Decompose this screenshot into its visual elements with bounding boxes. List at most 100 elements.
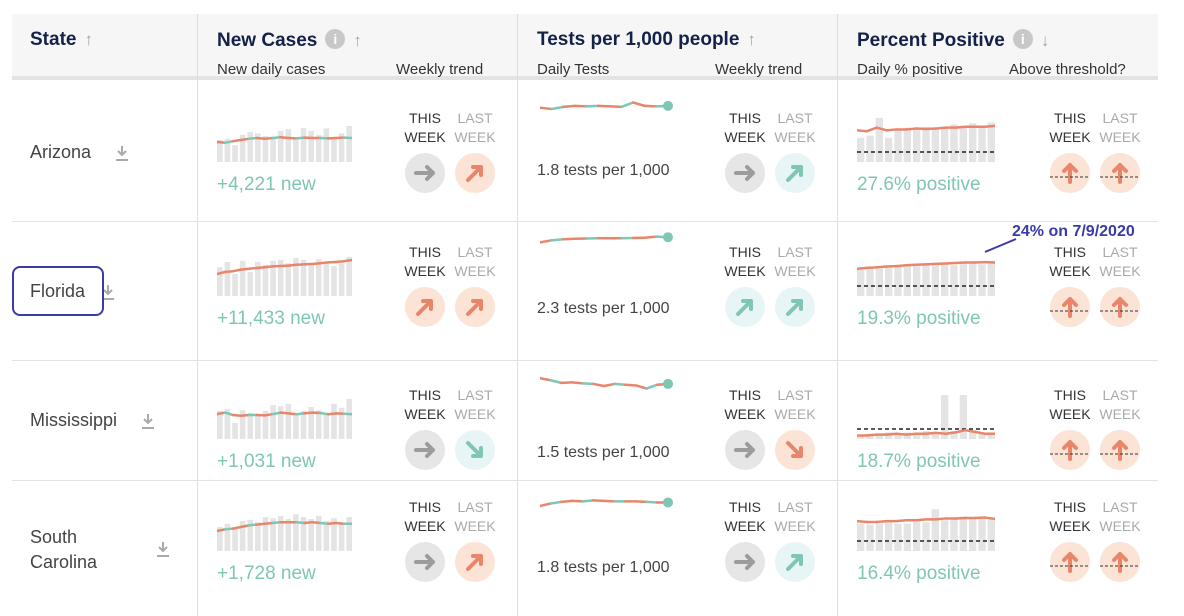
trend-segment (865, 433, 878, 437)
bar (913, 266, 921, 296)
header-positive-title[interactable]: Percent Positive i ↓ (857, 29, 1050, 51)
bar (300, 517, 307, 551)
bar (255, 522, 261, 551)
bar (232, 274, 238, 296)
sort-down-icon[interactable]: ↓ (1040, 31, 1050, 50)
trend-segment (875, 126, 888, 132)
bar (903, 127, 911, 162)
trend-segment (585, 104, 600, 108)
bar (331, 266, 337, 296)
trend-segment (255, 522, 266, 526)
trend-segment (592, 382, 606, 388)
trend-segment (562, 237, 577, 241)
info-icon[interactable]: i (325, 29, 346, 49)
percent-positive-chart (857, 395, 995, 439)
trend-segment (954, 125, 967, 129)
bar (894, 433, 902, 439)
trend-down-icon (775, 430, 815, 470)
trend-segment (311, 261, 322, 266)
trend-segment (573, 104, 588, 108)
trend-segment (602, 382, 616, 388)
bar (315, 134, 322, 162)
bar (978, 432, 986, 439)
state-name[interactable]: South Carolina (30, 526, 98, 572)
last-week-label: LAST WEEK (774, 387, 816, 422)
sort-up-icon[interactable]: ↑ (747, 30, 756, 49)
bar (969, 263, 977, 296)
header-new-cases-sub2: Weekly trend (396, 61, 484, 78)
download-icon[interactable] (100, 283, 116, 305)
trend-down-icon (455, 430, 495, 470)
bar (346, 126, 352, 162)
bar (300, 411, 307, 439)
bar (931, 127, 939, 162)
bar (894, 129, 902, 162)
trend-segment (295, 136, 306, 140)
trend-segment (602, 499, 616, 503)
last-week-label: LAST WEEK (454, 244, 496, 279)
table-row[interactable]: Mississippi +1,031 new THIS WEEK LAST WEEK 1.5… (12, 361, 1158, 481)
trend-segment (885, 128, 898, 132)
header-new-cases-title[interactable]: New Cases i ↑ (217, 29, 362, 51)
trend-segment (223, 411, 235, 417)
trend-segment (865, 126, 878, 133)
trend-segment (570, 381, 584, 385)
trend-up-icon (1100, 542, 1140, 582)
bar (323, 521, 330, 551)
bar (262, 411, 269, 439)
trend-segment (560, 381, 574, 385)
bar (950, 265, 958, 296)
trend-up-icon (405, 287, 445, 327)
bar (338, 263, 345, 296)
trend-segment (540, 502, 552, 508)
trend-segment (231, 268, 243, 273)
state-name[interactable]: Florida (30, 280, 86, 301)
download-icon[interactable] (155, 540, 171, 562)
percent-positive-value: 27.6% positive (857, 174, 981, 195)
trend-segment (634, 384, 648, 390)
bar (978, 516, 986, 551)
trend-segment (875, 265, 888, 269)
bar (959, 516, 967, 551)
download-icon[interactable] (140, 412, 156, 434)
trend-segment (271, 135, 282, 140)
positivity-annotation: 24% on 7/9/2020 (1012, 223, 1135, 240)
table-row[interactable]: Arizona +4,221 new THIS WEEK LAST WEEK 1.8 tes… (12, 84, 1158, 222)
trend-segment (326, 521, 338, 526)
bar (262, 264, 269, 296)
trend-flat-icon (405, 542, 445, 582)
table-row[interactable]: South Carolina +1,728 new THIS WEEK LAST WEEK 1… (12, 481, 1158, 616)
trend-segment (223, 269, 235, 274)
bar (866, 524, 874, 551)
bar (255, 262, 261, 296)
trend-up-icon (775, 153, 815, 193)
bar (308, 519, 314, 551)
header-state-cell[interactable]: State ↑ (12, 14, 198, 80)
download-icon[interactable] (114, 144, 130, 166)
tests-value: 1.8 tests per 1,000 (537, 559, 670, 576)
trend-segment (263, 265, 274, 269)
info-icon[interactable]: i (1012, 29, 1033, 49)
last-week-label: LAST WEEK (774, 499, 816, 534)
column-divider (197, 14, 198, 616)
bar (969, 123, 977, 162)
sort-up-icon[interactable]: ↑ (353, 31, 362, 50)
state-name[interactable]: Arizona (30, 142, 92, 162)
table-row[interactable]: Florida +11,433 new THIS WEEK LAST WEEK 2.3 te… (12, 222, 1158, 361)
bar (224, 138, 231, 162)
trend-segment (905, 432, 918, 436)
state-name[interactable]: Mississippi (30, 410, 118, 430)
bar (913, 520, 921, 551)
trend-segment (550, 238, 565, 242)
last-week-label: LAST WEEK (774, 110, 816, 145)
sort-up-icon[interactable]: ↑ (84, 30, 93, 49)
bar (913, 433, 921, 439)
trend-segment (643, 104, 658, 108)
new-cases-value: +4,221 new (217, 174, 316, 195)
this-week-label: THIS WEEK (1049, 244, 1091, 279)
header-state-title[interactable]: State ↑ (30, 29, 93, 50)
new-cases-chart (217, 514, 352, 551)
bar (346, 256, 352, 296)
trend-up-icon (455, 287, 495, 327)
header-tests-title[interactable]: Tests per 1,000 people ↑ (537, 29, 756, 50)
